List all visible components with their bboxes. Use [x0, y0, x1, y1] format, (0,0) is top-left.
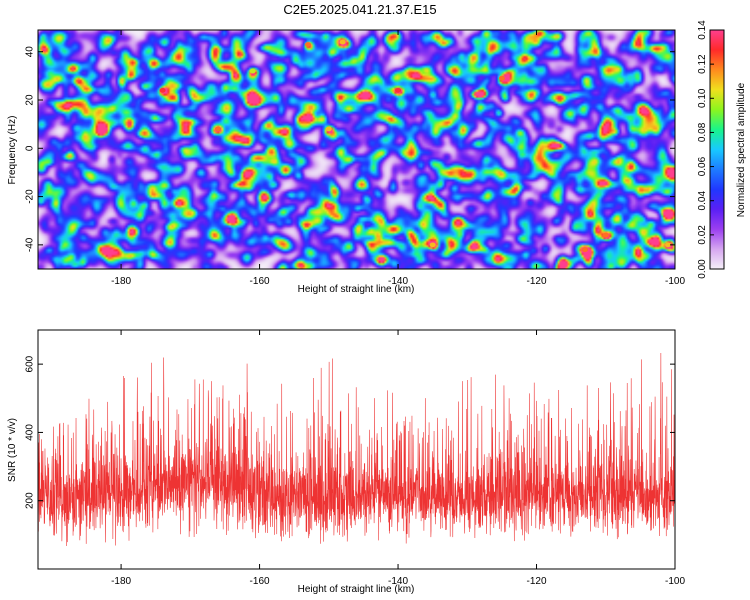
heatmap-x-tick-label-0: -180: [111, 276, 131, 287]
heatmap-peak-9: [429, 242, 436, 248]
snr-x-tick-label-3: -120: [527, 576, 547, 587]
snr-frame: [37, 329, 676, 570]
heatmap-y-ticks: -40 -20 0 20 40: [25, 46, 675, 252]
heatmap-plot-area: [38, 30, 675, 269]
heatmap-y-tick-label-0: -40: [25, 237, 36, 252]
colorbar-ticks: 0.00 0.02 0.04 0.06 0.08 0.10 0.12 0.14: [697, 20, 714, 279]
heatmap-peak-11: [325, 126, 332, 132]
snr-x-tick-label-0: -180: [111, 576, 131, 587]
snr-x-axis-label: Height of straight line (km): [298, 584, 415, 595]
snr-x-tick-label-1: -160: [250, 576, 270, 587]
colorbar-label: Normalized spectral amplitude: [736, 82, 747, 217]
heatmap-x-tick-label-1: -160: [250, 276, 270, 287]
heatmap-peak-5: [339, 39, 346, 45]
snr-x-tick-label-2: -140: [388, 576, 408, 587]
colorbar-tick-label-1: 0.02: [697, 225, 708, 245]
snr-y-tick-label-2: 600: [25, 355, 36, 372]
heatmap-y-tick-label-3: 20: [25, 94, 36, 106]
heatmap-x-axis-label: Height of straight line (km): [298, 284, 415, 295]
heatmap-x-tick-label-4: -100: [665, 276, 685, 287]
colorbar-tick-label-7: 0.14: [697, 20, 708, 40]
colorbar: 0.00 0.02 0.04 0.06 0.08 0.10 0.12 0.14 Normali…: [697, 20, 747, 279]
heatmap-x-tick-label-2: -140: [388, 276, 408, 287]
heatmap-peak-8: [581, 247, 588, 253]
colorbar-scale: [710, 30, 724, 269]
snr-plot-area: [38, 352, 675, 546]
snr-y-axis-label: SNR (10 * v/v): [7, 418, 18, 482]
heatmap-y-tick-label-2: 0: [25, 145, 36, 151]
heatmap-image: [38, 30, 675, 269]
colorbar-frame: [709, 29, 725, 270]
colorbar-tick-label-2: 0.04: [697, 191, 708, 211]
heatmap-peak-1: [215, 126, 222, 132]
colorbar-tick-label-6: 0.12: [697, 54, 708, 74]
snr-y-tick-label-0: 200: [25, 492, 36, 509]
heatmap-y-tick-label-1: -20: [25, 189, 36, 204]
heatmap-y-tick-label-4: 40: [25, 46, 36, 58]
heatmap-peak-3: [395, 87, 402, 93]
snr-series-line: [38, 352, 675, 546]
heatmap-peak-2: [305, 42, 312, 47]
heatmap-peak-0: [159, 87, 166, 93]
heatmap-panel: -180 -160 -140 -120 -100 -40 -20 0 20 40 Height …: [7, 29, 685, 295]
chart-title: C2E5.2025.041.21.37.E15: [283, 2, 436, 17]
heatmap-frame: [37, 29, 676, 270]
heatmap-peak-6: [602, 232, 609, 238]
colorbar-tick-label-5: 0.10: [697, 88, 708, 108]
snr-y-tick-label-1: 400: [25, 424, 36, 441]
colorbar-tick-label-0: 0.00: [697, 259, 708, 279]
heatmap-peak-10: [249, 68, 256, 74]
colorbar-tick-label-4: 0.08: [697, 122, 708, 142]
heatmap-peaks: [159, 39, 672, 253]
heatmap-x-ticks: -180 -160 -140 -120 -100: [111, 30, 685, 287]
snr-y-ticks: 200 400 600: [25, 355, 675, 509]
snr-x-tick-label-4: -100: [665, 576, 685, 587]
heatmap-peak-7: [665, 242, 672, 248]
heatmap-peak-4: [498, 75, 505, 81]
heatmap-y-axis-label: Frequency (Hz): [7, 116, 18, 185]
snr-x-ticks: -180 -160 -140 -120 -100: [111, 330, 685, 587]
heatmap-x-tick-label-3: -120: [527, 276, 547, 287]
colorbar-tick-label-3: 0.06: [697, 156, 708, 176]
snr-panel: -180 -160 -140 -120 -100 200 400 600 Height of…: [7, 329, 685, 595]
